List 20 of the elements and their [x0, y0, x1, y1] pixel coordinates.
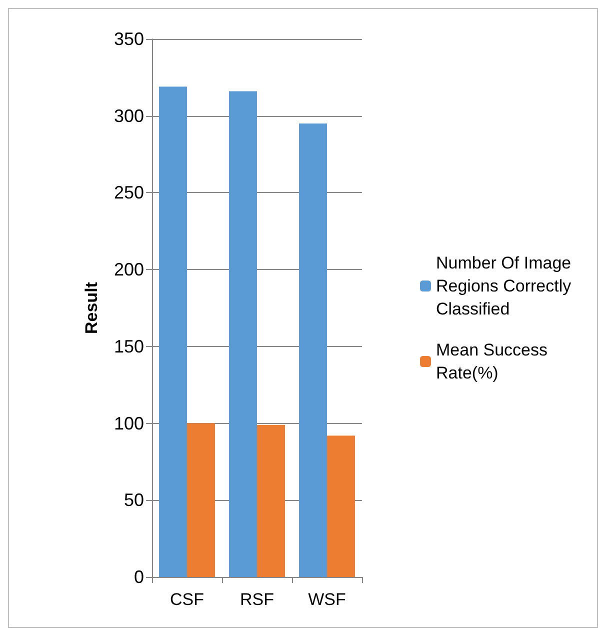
bar: [299, 124, 327, 577]
bar: [187, 423, 215, 577]
x-tick-label: CSF: [170, 590, 204, 609]
y-tick-label: 350: [114, 29, 144, 49]
y-axis-title: Result: [82, 282, 101, 334]
x-tick-label: RSF: [240, 590, 274, 609]
bar: [229, 91, 257, 577]
x-tick-label: WSF: [308, 590, 346, 609]
y-tick-label: 200: [114, 260, 144, 280]
bar: [159, 86, 187, 577]
y-tick-label: 300: [114, 106, 144, 126]
legend-label: Number Of Image Regions Correctly Classified: [436, 254, 576, 318]
y-tick-label: 0: [134, 567, 144, 587]
y-tick-label: 250: [114, 182, 144, 203]
bar: [257, 424, 285, 577]
legend-label: Mean Success Rate(%): [436, 340, 552, 382]
y-tick-label: 100: [114, 413, 144, 434]
y-tick-label: 150: [114, 336, 144, 356]
bar: [327, 436, 355, 577]
y-tick-label: 50: [124, 490, 144, 510]
